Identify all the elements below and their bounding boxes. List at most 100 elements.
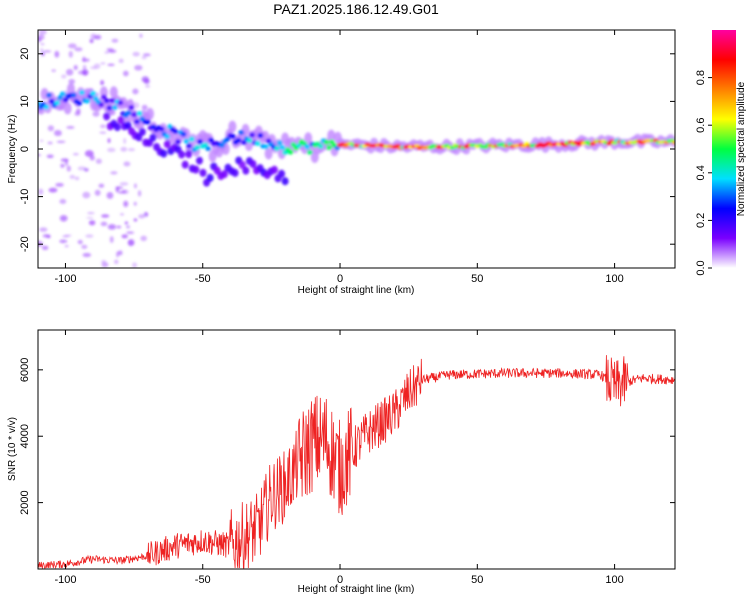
spectrogram-cell	[79, 90, 85, 96]
spectrogram-cell	[119, 182, 129, 186]
spectrogram-cell	[107, 63, 115, 66]
spectrogram-cell	[70, 92, 77, 98]
spectrogram-cell	[304, 132, 313, 145]
spectrogram-cell	[64, 234, 72, 237]
y-tick-label: 2000	[19, 490, 31, 514]
spectrogram-cell	[68, 43, 77, 49]
spectrogram-cell	[100, 62, 106, 65]
spectrogram-cell	[74, 47, 83, 52]
x-tick-label: 0	[337, 574, 343, 586]
spectrogram-cell	[60, 163, 65, 168]
spectrogram-cell	[88, 220, 96, 226]
spectrogram-cell	[241, 139, 247, 145]
snr-series-line	[38, 355, 675, 569]
snr-frame	[37, 329, 676, 570]
x-tick-label: 100	[605, 273, 623, 285]
spectrogram-cell	[42, 234, 51, 238]
spectrogram-cell	[281, 177, 289, 186]
spectrogram-cell	[163, 140, 171, 149]
spectrogram-cell	[220, 170, 228, 179]
spectrogram-xlabel: Height of straight line (km)	[298, 285, 415, 296]
spectrogram-cell	[246, 137, 253, 143]
spectrogram-cell	[116, 225, 122, 229]
spectrogram-cell	[43, 104, 50, 110]
spectrogram-cell	[124, 121, 132, 130]
spectrogram-cell	[99, 124, 106, 129]
spectrogram-cell	[38, 188, 44, 195]
x-tick-label: 0	[337, 273, 343, 285]
spectrogram-cell	[172, 128, 179, 134]
spectrogram-cell	[112, 105, 118, 111]
spectrogram-cell	[228, 120, 237, 133]
y-tick-label: 6000	[19, 358, 31, 382]
spectrogram-cell	[178, 150, 186, 159]
spectrogram-cell	[134, 64, 143, 71]
y-tick-label: 0	[19, 146, 31, 152]
spectrogram-cell	[39, 227, 48, 232]
spectrogram-cell	[202, 142, 209, 148]
spectrogram-cell	[132, 88, 139, 95]
spectrogram-cell	[128, 105, 135, 111]
spectrogram-cell	[73, 65, 78, 70]
spectrogram-cell	[109, 98, 115, 104]
colorbar-tick-label: 0.6	[695, 118, 707, 133]
spectrogram-cell	[188, 136, 195, 142]
spectrogram-heatmap	[38, 30, 675, 268]
spectrogram-cell	[140, 235, 147, 242]
spectrogram-cell	[132, 262, 138, 268]
spectrogram-cell	[134, 119, 140, 125]
spectrogram-cell	[68, 79, 76, 85]
spectrogram-cell	[131, 112, 137, 118]
spectrogram-cell	[64, 159, 69, 166]
spectrogram-cell	[54, 129, 62, 137]
spectrogram-cell	[323, 139, 330, 145]
spectrogram-cell	[238, 130, 244, 136]
spectrogram-cell	[195, 156, 203, 165]
spectrogram-cell	[277, 147, 286, 160]
spectrogram-cell	[197, 139, 203, 145]
spectrogram-cell	[180, 131, 187, 137]
spectrogram-cell	[307, 149, 313, 155]
spectrogram-cell	[40, 87, 49, 100]
spectrogram-cell	[117, 250, 123, 256]
spectrogram-cell	[158, 126, 165, 132]
spectrogram-cell	[235, 137, 242, 143]
spectrogram-cell	[231, 168, 239, 177]
spectrogram-cell	[242, 166, 250, 175]
spectrogram-cell	[90, 90, 96, 96]
spectrogram-cell	[125, 110, 132, 116]
spectrogram-cell	[48, 98, 55, 104]
spectrogram-cell	[38, 34, 45, 41]
spectrogram-cell	[124, 221, 129, 225]
spectrogram-cell	[46, 92, 52, 98]
spectrogram-cell	[249, 132, 255, 138]
spectrogram-cell	[57, 95, 63, 101]
colorbar-tick-label: 0.8	[695, 70, 707, 85]
spectrogram-cell	[164, 134, 170, 140]
spectrogram-cell	[141, 104, 148, 111]
spectrogram-cell	[249, 160, 257, 169]
y-tick-label: -10	[19, 189, 31, 205]
spectrogram-cell	[328, 139, 335, 145]
spectrogram-cell	[107, 49, 117, 53]
spectrogram-cell	[43, 50, 52, 53]
spectrogram-cell	[139, 33, 143, 38]
spectrogram-cell	[56, 140, 66, 143]
spectrogram-cell	[90, 66, 98, 70]
spectrogram-cell	[123, 137, 127, 145]
spectrogram-cell	[127, 239, 135, 246]
spectrogram-cell	[219, 142, 225, 148]
spectrogram-cell	[82, 64, 87, 72]
spectrogram-cell	[103, 98, 110, 104]
colorbar-tick-label: 0.0	[695, 260, 707, 275]
spectrogram-cell	[85, 234, 94, 238]
spectrogram-cell	[62, 97, 69, 103]
spectrogram-cell	[141, 78, 150, 83]
x-tick-label: 50	[471, 273, 483, 285]
spectrogram-cell	[114, 259, 119, 265]
y-tick-label: 4000	[19, 424, 31, 448]
spectrogram-cell	[109, 86, 118, 99]
spectrogram-cell	[137, 190, 142, 197]
